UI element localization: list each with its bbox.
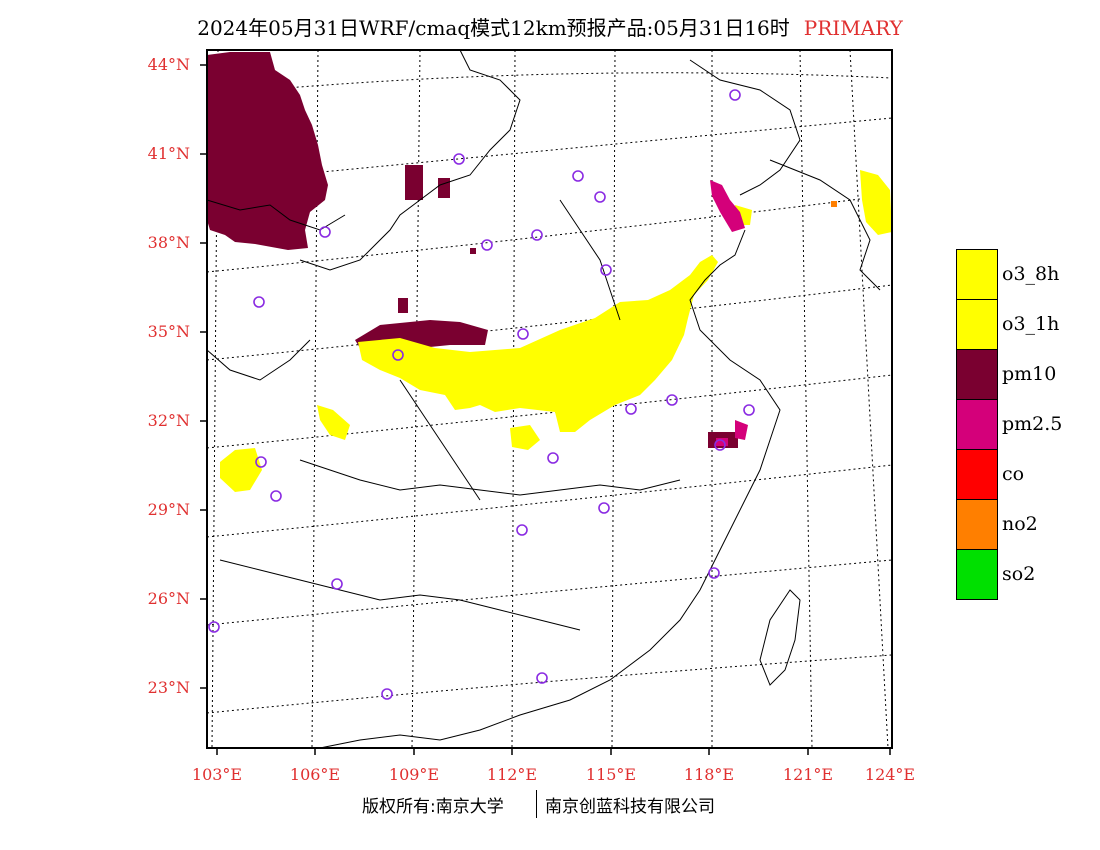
lon-label: 115°E: [585, 765, 637, 784]
station-marker: [319, 226, 331, 238]
legend-label-so2: so2: [1002, 563, 1036, 585]
lon-label: 109°E: [388, 765, 440, 784]
legend-label-o3-8h: o3_8h: [1002, 263, 1060, 285]
no2-spot: [831, 201, 837, 207]
station-marker: [714, 439, 726, 451]
legend-swatch-o3-1h: [957, 300, 997, 350]
lon-label: 118°E: [683, 765, 735, 784]
lat-label: 32°N: [147, 411, 190, 430]
title-text: 2024年05月31日WRF/cmaq模式12km预报产品:05月31日16时: [197, 16, 790, 40]
lat-label: 38°N: [147, 233, 190, 252]
station-marker: [547, 452, 559, 464]
legend-labels: o3_8h o3_1h pm10 pm2.5 co no2 so2: [1002, 249, 1062, 599]
primary-tag: PRIMARY: [803, 16, 903, 40]
station-marker: [594, 191, 606, 203]
lat-label: 35°N: [147, 322, 190, 341]
station-marker: [481, 239, 493, 251]
lon-label: 124°E: [864, 765, 916, 784]
station-marker: [516, 524, 528, 536]
station-marker: [253, 296, 265, 308]
legend-label-o3-1h: o3_1h: [1002, 313, 1060, 335]
legend-swatches: [956, 249, 998, 600]
credit-divider: [536, 790, 537, 818]
boundary-lines: [206, 49, 881, 749]
legend-label-pm25: pm2.5: [1002, 413, 1063, 435]
lat-label: 26°N: [147, 589, 190, 608]
station-marker: [255, 456, 267, 468]
pm10-region-northwest: [207, 52, 476, 313]
tick-marks: [200, 64, 891, 755]
legend-swatch-o3-8h: [957, 250, 997, 300]
legend-swatch-pm25: [957, 400, 997, 450]
station-marker: [453, 153, 465, 165]
station-markers: [208, 89, 755, 700]
station-marker: [392, 349, 404, 361]
station-marker: [536, 672, 548, 684]
lat-label: 41°N: [147, 144, 190, 163]
map-frame: [206, 49, 893, 749]
lon-label: 112°E: [486, 765, 538, 784]
map-title: 2024年05月31日WRF/cmaq模式12km预报产品:05月31日16时 P…: [0, 12, 1100, 41]
station-marker: [517, 328, 529, 340]
lon-label: 103°E: [191, 765, 243, 784]
legend-swatch-so2: [957, 550, 997, 599]
station-marker: [531, 229, 543, 241]
legend-label-pm10: pm10: [1002, 363, 1057, 385]
legend-label-co: co: [1002, 463, 1025, 485]
station-marker: [598, 502, 610, 514]
o3-region: [220, 170, 892, 492]
station-marker: [743, 404, 755, 416]
lat-label: 44°N: [147, 55, 190, 74]
lat-label: 23°N: [147, 678, 190, 697]
station-marker: [625, 403, 637, 415]
lon-label: 121°E: [782, 765, 834, 784]
station-marker: [708, 567, 720, 579]
station-marker: [270, 490, 282, 502]
lat-label: 29°N: [147, 500, 190, 519]
copyright-text: 版权所有:南京大学: [362, 797, 504, 817]
legend-swatch-no2: [957, 500, 997, 550]
station-marker: [381, 688, 393, 700]
legend-swatch-co: [957, 450, 997, 500]
pm25-region: [710, 180, 748, 446]
station-marker: [331, 578, 343, 590]
lon-label: 106°E: [289, 765, 341, 784]
station-marker: [666, 394, 678, 406]
legend-swatch-pm10: [957, 350, 997, 400]
legend-label-no2: no2: [1002, 513, 1038, 535]
station-marker: [729, 89, 741, 101]
company-text: 南京创蓝科技有限公司: [545, 797, 715, 817]
station-marker: [572, 170, 584, 182]
station-marker: [208, 621, 220, 633]
station-marker: [600, 264, 612, 276]
